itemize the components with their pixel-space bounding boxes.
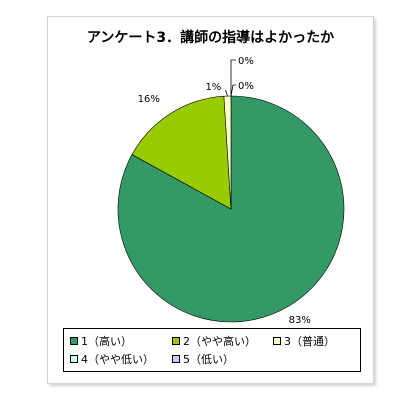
leader-line-4 xyxy=(230,59,236,96)
legend-item-1: 1（高い） xyxy=(70,334,132,348)
chart-frame: アンケート3．講師の指導はよかったか 83% 16% 1% 0% 0% 1（高い） 2（… xyxy=(47,16,374,384)
legend-swatch-2 xyxy=(172,337,180,345)
data-label-3: 1% xyxy=(205,82,221,93)
legend-label-1: 1（高い） xyxy=(81,335,132,348)
data-label-2: 16% xyxy=(138,94,160,105)
legend-item-4: 4（やや低い） xyxy=(70,352,154,366)
pie-slice-2 xyxy=(131,95,232,210)
legend-label-2: 2（やや高い） xyxy=(183,335,256,348)
legend-label-4: 4（やや低い） xyxy=(81,353,154,366)
data-label-5: 0% xyxy=(238,81,254,92)
legend-label-3: 3（普通） xyxy=(284,335,335,348)
legend-swatch-4 xyxy=(70,355,78,363)
legend-swatch-3 xyxy=(273,337,281,345)
leader-line-5 xyxy=(230,84,236,97)
chart-title: アンケート3．講師の指導はよかったか xyxy=(86,30,335,46)
legend: 1（高い） 2（やや高い） 3（普通） 4（やや低い） 5（低い） xyxy=(63,328,361,372)
legend-swatch-5 xyxy=(172,355,180,363)
leader-line-3 xyxy=(225,89,228,97)
legend-item-3: 3（普通） xyxy=(273,334,335,348)
legend-item-5: 5（低い） xyxy=(172,352,234,366)
data-label-1: 83% xyxy=(289,315,311,326)
pie-chart: 83% 16% 1% 0% 0% xyxy=(117,56,345,326)
legend-label-5: 5（低い） xyxy=(183,353,234,366)
data-label-4: 0% xyxy=(238,56,254,67)
legend-swatch-1 xyxy=(70,337,78,345)
legend-item-2: 2（やや高い） xyxy=(172,334,256,348)
